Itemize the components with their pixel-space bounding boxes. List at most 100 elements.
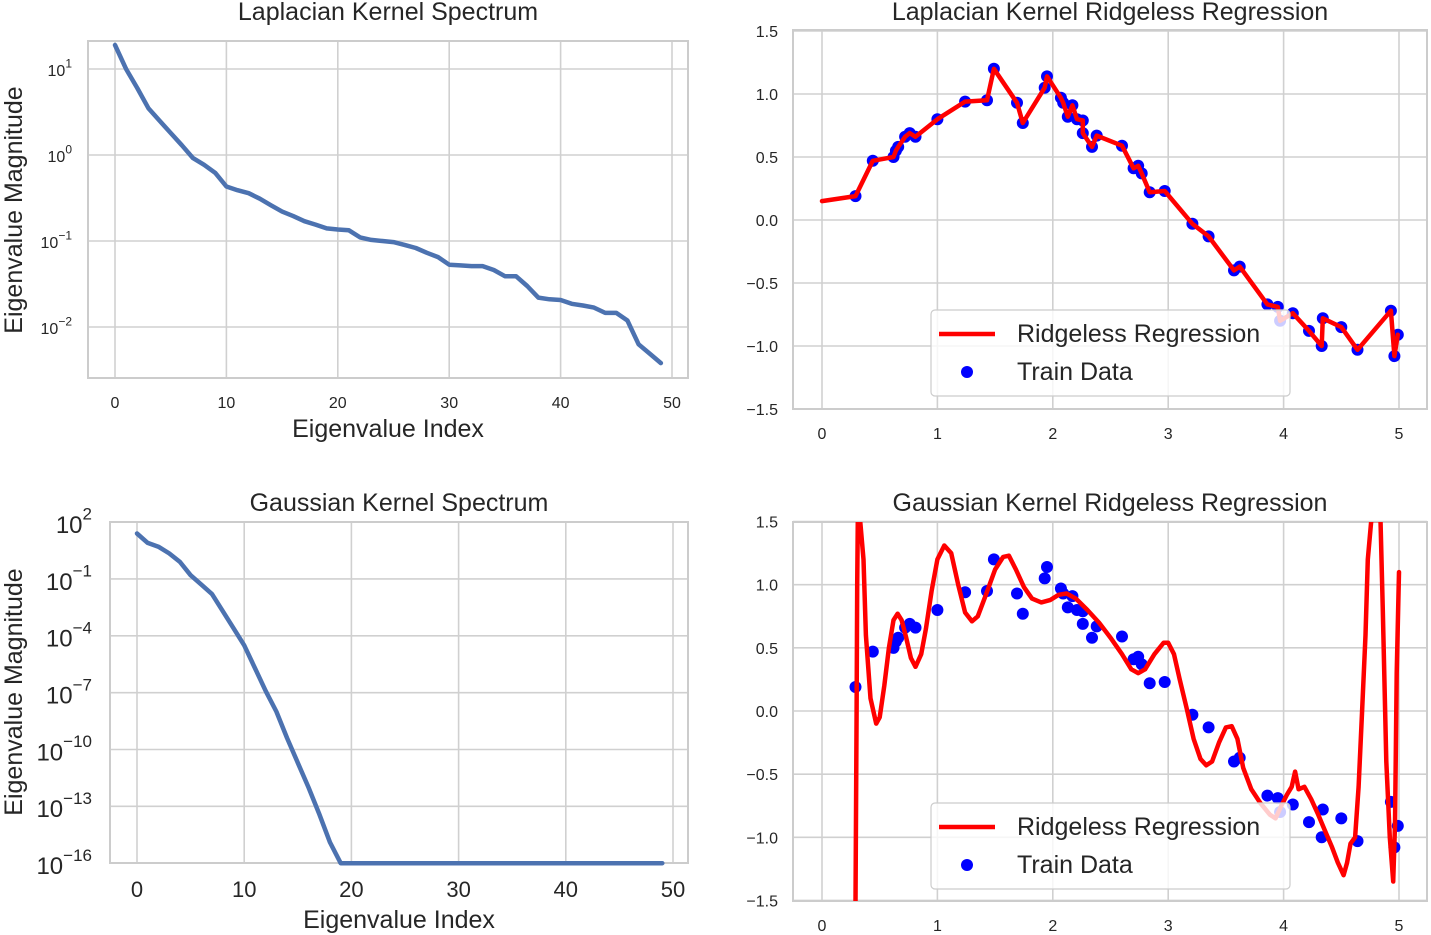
y-tick-label: 0.5: [756, 641, 778, 658]
x-tick-label: 0: [818, 426, 827, 443]
x-tick-label: 3: [1164, 426, 1173, 443]
x-tick-label: 5: [1395, 918, 1404, 935]
y-tick-label: 10−4: [46, 618, 92, 652]
regression-line: [819, 66, 1401, 359]
y-tick-label: −1.0: [746, 339, 778, 356]
y-tick-label: 100: [48, 142, 73, 166]
train-data-point: [1271, 792, 1284, 805]
chart-title: Gaussian Kernel Ridgeless Regression: [893, 489, 1328, 517]
y-tick-label: 0.0: [756, 213, 778, 230]
y-tick-labels: 1.5 1.0 0.5 0.0 −0.5 −1.0 −1.5: [746, 515, 778, 911]
y-tick-labels: 1.5 1.0 0.5 0.0 −0.5 −1.0 −1.5: [746, 24, 778, 419]
gridlines: [110, 521, 688, 865]
x-tick-label: 1: [933, 918, 942, 935]
y-tick-label: −1.0: [746, 830, 778, 847]
y-tick-label: 10−1: [46, 562, 92, 596]
x-tick-label: 40: [552, 395, 570, 412]
legend-box: [930, 802, 1291, 890]
x-tick-label: 1: [933, 426, 942, 443]
x-tick-label: 3: [1164, 918, 1173, 935]
x-tick-label: 50: [661, 877, 685, 902]
x-tick-label: 0: [818, 918, 827, 935]
y-tick-label: −1.5: [746, 893, 778, 910]
x-tick-labels: 0 1 2 3 4 5: [818, 918, 1404, 935]
chart-title: Gaussian Kernel Spectrum: [250, 489, 549, 517]
axes-frame: [87, 40, 689, 379]
x-tick-label: 0: [111, 395, 120, 412]
train-data-point: [931, 604, 944, 616]
train-data-point: [1202, 721, 1215, 734]
y-tick-label: 10−13: [36, 789, 92, 823]
x-tick-label: 0: [131, 877, 143, 902]
x-tick-labels: 0 1 2 3 4 5: [818, 426, 1404, 443]
y-axis-label: Eigenvalue Magnitude: [0, 86, 28, 333]
train-data-point: [1041, 561, 1053, 573]
x-tick-label: 5: [1395, 426, 1404, 443]
x-tick-label: 20: [339, 877, 363, 902]
x-tick-label: 20: [329, 395, 347, 412]
x-tick-labels: 0 10 20 30 40 50: [111, 395, 681, 412]
y-tick-label: 10−1: [41, 228, 73, 252]
train-data-point: [1016, 607, 1029, 620]
x-tick-label: 50: [663, 395, 681, 412]
y-tick-label: −0.5: [746, 767, 778, 784]
train-data-point: [909, 621, 922, 634]
train-data-point: [1335, 812, 1348, 825]
x-tick-labels: 0 10 20 30 40 50: [131, 877, 685, 902]
x-tick-label: 40: [554, 877, 578, 902]
train-data-point: [987, 553, 1000, 566]
spectrum-line: [134, 531, 665, 866]
gridlines: [88, 41, 688, 378]
train-data-point: [892, 631, 905, 644]
train-data-point: [1076, 617, 1089, 630]
train-data-point: [1143, 677, 1156, 690]
x-tick-label: 30: [440, 395, 458, 412]
train-data-point: [1086, 631, 1098, 644]
x-tick-label: 2: [1048, 426, 1057, 443]
legend-line-label: Ridgeless Regression: [1017, 320, 1260, 348]
x-tick-label: 2: [1048, 918, 1057, 935]
train-data-point: [1011, 587, 1023, 600]
y-tick-label: 10−10: [36, 732, 92, 766]
train-data-point: [1116, 630, 1128, 643]
y-tick-label: 0.0: [756, 704, 778, 721]
y-tick-label: 10−16: [36, 846, 92, 880]
legend-points-label: Train Data: [1017, 851, 1133, 879]
axes-frame: [792, 29, 1428, 410]
x-axis-label: Eigenvalue Index: [292, 415, 484, 443]
legend: Ridgeless Regression Train Data: [930, 309, 1291, 397]
x-tick-label: 4: [1279, 918, 1288, 935]
x-tick-label: 30: [446, 877, 470, 902]
y-tick-label: 1.5: [756, 24, 778, 41]
regression-line: [853, 522, 1402, 901]
y-tick-label: 1.0: [756, 87, 778, 104]
axes-frame: [792, 521, 1428, 902]
y-tick-labels: 101 100 10−1 10−2: [41, 56, 73, 338]
train-data-point: [1061, 601, 1074, 614]
train-data-point: [1038, 572, 1051, 585]
y-tick-label: 102: [56, 505, 92, 539]
gaussian-spectrum-chart: Gaussian Kernel Spectrum 0 10 20 30 40 50 102…: [0, 489, 689, 934]
legend-points-label: Train Data: [1017, 358, 1133, 386]
spectrum-line: [112, 42, 664, 366]
legend-box: [930, 309, 1291, 397]
y-tick-label: −0.5: [746, 276, 778, 293]
y-tick-label: 10−7: [46, 675, 92, 709]
x-tick-label: 10: [232, 877, 256, 902]
legend-point-swatch: [961, 859, 973, 871]
y-tick-label: −1.5: [746, 402, 778, 419]
x-tick-label: 4: [1279, 426, 1288, 443]
legend: Ridgeless Regression Train Data: [930, 802, 1291, 890]
train-data-point: [1303, 816, 1315, 829]
train-data-point: [866, 645, 879, 658]
gaussian-regression-chart: Gaussian Kernel Ridgeless Regression 0 1 2…: [746, 489, 1428, 935]
legend-point-swatch: [961, 366, 973, 378]
chart-title: Laplacian Kernel Spectrum: [238, 0, 538, 26]
y-axis-label: Eigenvalue Magnitude: [0, 568, 28, 815]
y-tick-label: 1.5: [756, 515, 778, 532]
y-tick-label: 101: [48, 56, 73, 80]
x-tick-label: 10: [218, 395, 236, 412]
y-tick-labels: 102 10−1 10−4 10−7 10−10 10−13 10−16: [36, 505, 92, 880]
legend-line-label: Ridgeless Regression: [1017, 813, 1260, 841]
